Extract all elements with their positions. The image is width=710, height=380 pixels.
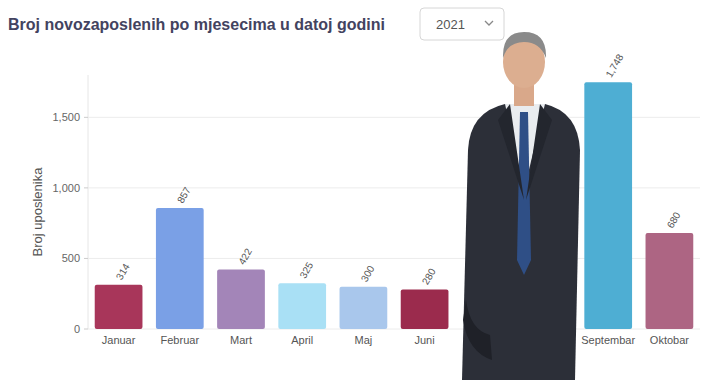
y-axis-line bbox=[88, 75, 89, 329]
x-tick-label: April bbox=[291, 334, 313, 346]
x-tick-label: Juni bbox=[415, 334, 435, 346]
person-suit bbox=[462, 104, 580, 380]
y-tick-label: 1,000 bbox=[52, 182, 80, 194]
x-tick-label: Mart bbox=[230, 334, 252, 346]
person-hand bbox=[463, 300, 492, 360]
x-tick-label: Oktobar bbox=[650, 334, 689, 346]
x-tick-label: Januar bbox=[102, 334, 136, 346]
x-tick-label: Februar bbox=[161, 334, 200, 346]
y-tick bbox=[84, 329, 88, 330]
person-photo bbox=[462, 32, 580, 380]
data-label: 857 bbox=[175, 185, 193, 205]
data-label: 280 bbox=[420, 266, 438, 286]
year-select[interactable] bbox=[420, 8, 504, 40]
data-label: 314 bbox=[114, 261, 132, 281]
data-label: 1,748 bbox=[603, 52, 625, 80]
data-label: 300 bbox=[359, 263, 377, 283]
year-select-text: 2021 bbox=[436, 17, 465, 32]
person-lapels bbox=[498, 104, 552, 200]
y-tick-label: 500 bbox=[62, 252, 80, 264]
bar bbox=[156, 208, 204, 329]
bar bbox=[401, 289, 449, 329]
x-tick-label: Septembar bbox=[581, 334, 635, 346]
y-tick-label: 1,500 bbox=[52, 111, 80, 123]
chart-container: Broj novozaposlenih po mjesecima u datoj… bbox=[0, 0, 710, 380]
data-label: 325 bbox=[297, 260, 315, 280]
y-axis-label: Broj uposlenika bbox=[30, 167, 45, 257]
data-label: 680 bbox=[665, 210, 683, 230]
bar bbox=[584, 82, 632, 329]
x-tick-label: Maj bbox=[355, 334, 373, 346]
bar bbox=[217, 269, 265, 329]
person-tie bbox=[517, 112, 531, 275]
y-tick-label: 0 bbox=[74, 323, 80, 335]
bar bbox=[95, 285, 143, 329]
bar bbox=[340, 287, 388, 329]
y-tick bbox=[84, 258, 88, 259]
chart-title: Broj novozaposlenih po mjesecima u datoj… bbox=[8, 16, 385, 33]
bar bbox=[646, 233, 694, 329]
select-chevron bbox=[485, 21, 493, 25]
chart-svg: Broj novozaposlenih po mjesecima u datoj… bbox=[0, 0, 710, 380]
data-label: 422 bbox=[236, 246, 254, 266]
bars bbox=[95, 82, 694, 329]
person-hair bbox=[503, 32, 546, 58]
bar bbox=[278, 283, 326, 329]
y-tick bbox=[84, 187, 88, 188]
y-tick bbox=[84, 117, 88, 118]
